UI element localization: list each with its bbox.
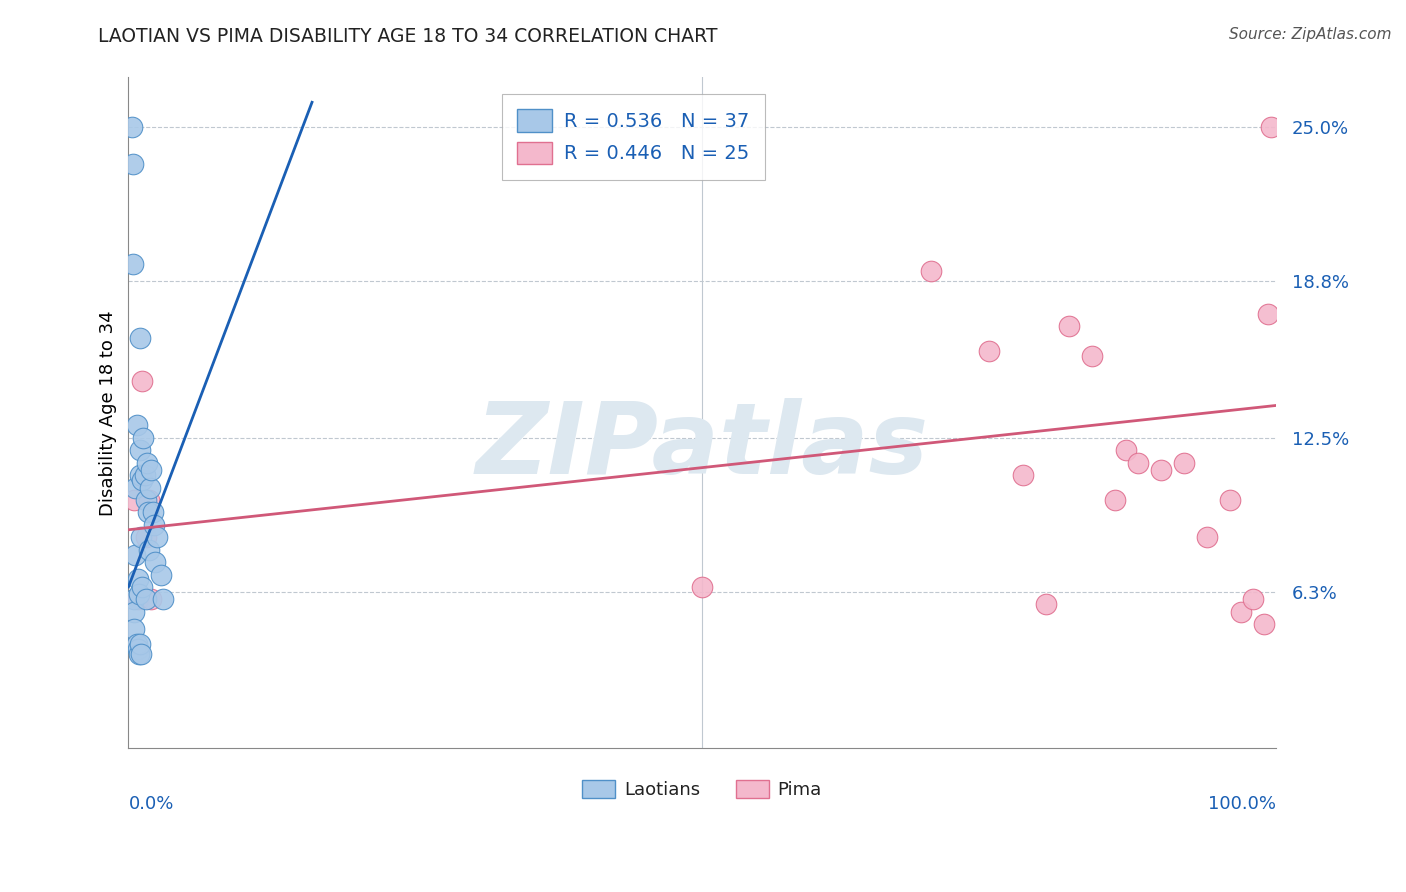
Point [134,468,156,483]
Point [138,542,160,557]
Point [1150,463,1173,477]
Y-axis label: Disability Age 18 to 34: Disability Age 18 to 34 [100,310,117,516]
Point [127,642,149,657]
Point [1104,492,1126,507]
Point [129,331,152,345]
Point [138,492,160,507]
Point [142,517,165,532]
Point [1219,492,1241,507]
Point [136,505,159,519]
Point [141,463,163,477]
Point [920,264,942,278]
Point [146,530,169,544]
Point [132,431,155,445]
Point [1057,318,1080,333]
Point [129,647,152,661]
Point [690,580,713,594]
Point [129,530,152,544]
Point [1241,592,1264,607]
Point [129,637,152,651]
Point [128,587,150,601]
Text: ZIPatlas: ZIPatlas [475,398,928,495]
Point [127,592,149,607]
Point [131,473,153,487]
Point [131,580,153,594]
Point [122,605,145,619]
Point [129,468,152,483]
Text: 0.0%: 0.0% [128,796,174,814]
Point [121,120,143,135]
Point [1115,443,1137,458]
Point [122,492,145,507]
Point [1035,598,1057,612]
Point [135,492,157,507]
Text: 100.0%: 100.0% [1208,796,1275,814]
Point [129,443,152,458]
Point [1230,605,1253,619]
Point [143,555,166,569]
Point [1195,530,1218,544]
Point [1173,456,1195,470]
Point [127,573,149,587]
Point [124,481,146,495]
Text: LAOTIAN VS PIMA DISABILITY AGE 18 TO 34 CORRELATION CHART: LAOTIAN VS PIMA DISABILITY AGE 18 TO 34 … [98,27,718,45]
Point [1081,349,1104,363]
Point [122,622,145,636]
Point [141,592,163,607]
Point [131,374,153,388]
Point [122,592,145,607]
Point [124,548,146,562]
Point [125,637,148,651]
Point [135,592,157,607]
Point [139,481,162,495]
Point [1012,468,1035,483]
Point [125,418,148,433]
Legend: Laotians, Pima: Laotians, Pima [575,772,830,806]
Point [142,505,165,519]
Point [1253,617,1275,632]
Text: Source: ZipAtlas.com: Source: ZipAtlas.com [1229,27,1392,42]
Point [122,257,145,271]
Point [128,647,150,661]
Point [122,157,145,171]
Point [135,456,157,470]
Point [149,567,172,582]
Point [152,592,174,607]
Point [977,343,1000,358]
Point [135,530,157,544]
Point [1257,307,1279,321]
Point [1126,456,1149,470]
Point [1260,120,1282,135]
